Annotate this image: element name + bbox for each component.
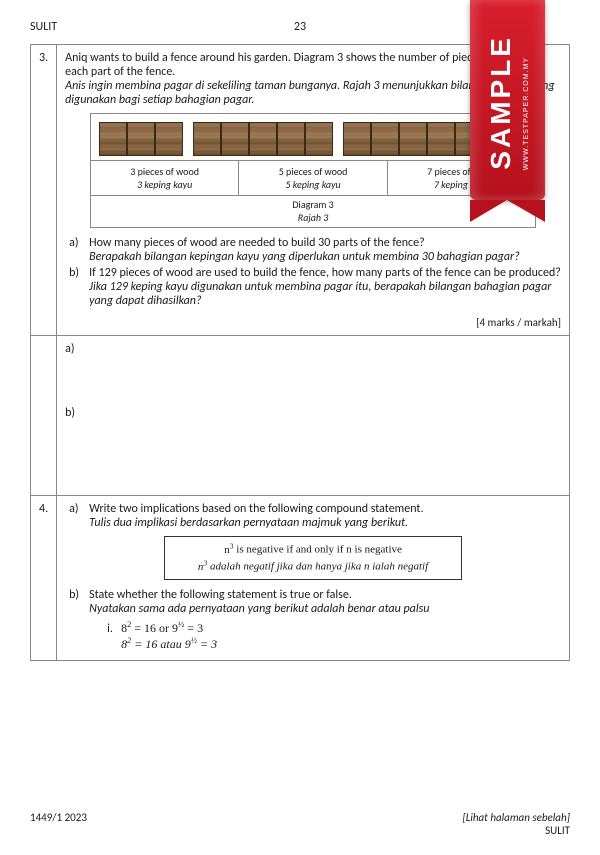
q3-subparts: a) How many pieces of wood are needed to… [65, 236, 561, 308]
wood-plank [343, 122, 371, 156]
wood-plank [399, 122, 427, 156]
compound-statement-box: n3 is negative if and only if n is negat… [164, 536, 462, 580]
label-3: 3 pieces of wood 3 keping kayu [91, 161, 239, 195]
wood-group-3 [99, 122, 183, 156]
footer-left: 1449/1 2023 [30, 811, 87, 837]
q3b-ms: Jika 129 keping kayu digunakan untuk mem… [89, 280, 551, 308]
q3a-ms: Berapakah bilangan kepingan kayu yang di… [89, 250, 520, 264]
wood-plank [371, 122, 399, 156]
q3b-label: b) [69, 266, 89, 308]
q4b-en: State whether the following statement is… [89, 588, 352, 602]
q3b-en: If 129 pieces of wood are used to build … [89, 266, 561, 280]
q4-number: 4. [31, 496, 57, 661]
label-3-ms: 3 keping kayu [95, 178, 234, 191]
q3-ans-a: a) [65, 342, 561, 356]
wood-group-5 [193, 122, 333, 156]
footer-right-top: [Lihat halaman sebelah] [462, 811, 570, 824]
caption-ms: Rajah 3 [91, 211, 535, 224]
q3-ans-num [31, 336, 57, 496]
box-en: n3 is negative if and only if n is negat… [177, 541, 449, 558]
q4a-label: a) [69, 502, 89, 530]
q3a-text: How many pieces of wood are needed to bu… [89, 236, 520, 264]
q3a-label: a) [69, 236, 89, 264]
q3a-en: How many pieces of wood are needed to bu… [89, 236, 425, 250]
q3-answer-area: a) b) [57, 336, 570, 496]
wood-plank [155, 122, 183, 156]
label-3-en: 3 pieces of wood [95, 165, 234, 178]
wood-plank [193, 122, 221, 156]
diagram-caption: Diagram 3 Rajah 3 [91, 195, 535, 227]
q4b-label: b) [69, 588, 89, 652]
caption-en: Diagram 3 [91, 198, 535, 211]
q4b-i: i. 82 = 16 or 9½ = 3 i. 82 = 16 atau 9½ … [89, 620, 429, 652]
box-ms: n3 adalah negatif jika dan hanya jika n … [177, 558, 449, 575]
ribbon-sub-text: WWW.TESTPAPER.COM.MY [523, 57, 530, 170]
page-number: 23 [210, 20, 390, 34]
q3-ans-b: b) [65, 406, 561, 420]
header-left: SULIT [30, 20, 210, 34]
footer-right: [Lihat halaman sebelah] SULIT [462, 811, 570, 837]
wood-row [91, 114, 535, 160]
q4bi-line2: 82 = 16 atau 9½ = 3 [121, 637, 217, 651]
sample-ribbon: SAMPLE WWW.TESTPAPER.COM.MY [470, 0, 545, 200]
label-5-en: 5 pieces of wood [243, 165, 382, 178]
wood-plank [127, 122, 155, 156]
q4a-text: Write two implications based on the foll… [89, 502, 423, 530]
ribbon-main-text: SAMPLE [485, 35, 517, 170]
wood-plank [249, 122, 277, 156]
q4a-ms: Tulis dua implikasi berdasarkan pernyata… [89, 516, 408, 530]
q4-body: a) Write two implications based on the f… [57, 496, 570, 661]
q4a-en: Write two implications based on the foll… [89, 502, 423, 516]
wood-plank [99, 122, 127, 156]
q4b-text: State whether the following statement is… [89, 588, 429, 652]
footer-right-bottom: SULIT [462, 824, 570, 837]
q3-marks: [4 marks / markah] [65, 316, 561, 329]
wood-plank [221, 122, 249, 156]
wood-plank [427, 122, 455, 156]
label-5: 5 pieces of wood 5 keping kayu [239, 161, 387, 195]
q4bi-line1: 82 = 16 or 9½ = 3 [121, 621, 203, 635]
exam-page: SULIT 23 3. Aniq wants to build a fence … [0, 0, 600, 855]
page-footer: 1449/1 2023 [Lihat halaman sebelah] SULI… [30, 811, 570, 837]
label-5-ms: 5 keping kayu [243, 178, 382, 191]
wood-plank [277, 122, 305, 156]
q3b-text: If 129 pieces of wood are used to build … [89, 266, 561, 308]
q4bi-label: i. [107, 622, 113, 636]
q3-number: 3. [31, 45, 57, 336]
wood-plank [305, 122, 333, 156]
q4b-ms: Nyatakan sama ada pernyataan yang beriku… [89, 602, 429, 616]
diagram-labels: 3 pieces of wood 3 keping kayu 5 pieces … [91, 160, 535, 195]
